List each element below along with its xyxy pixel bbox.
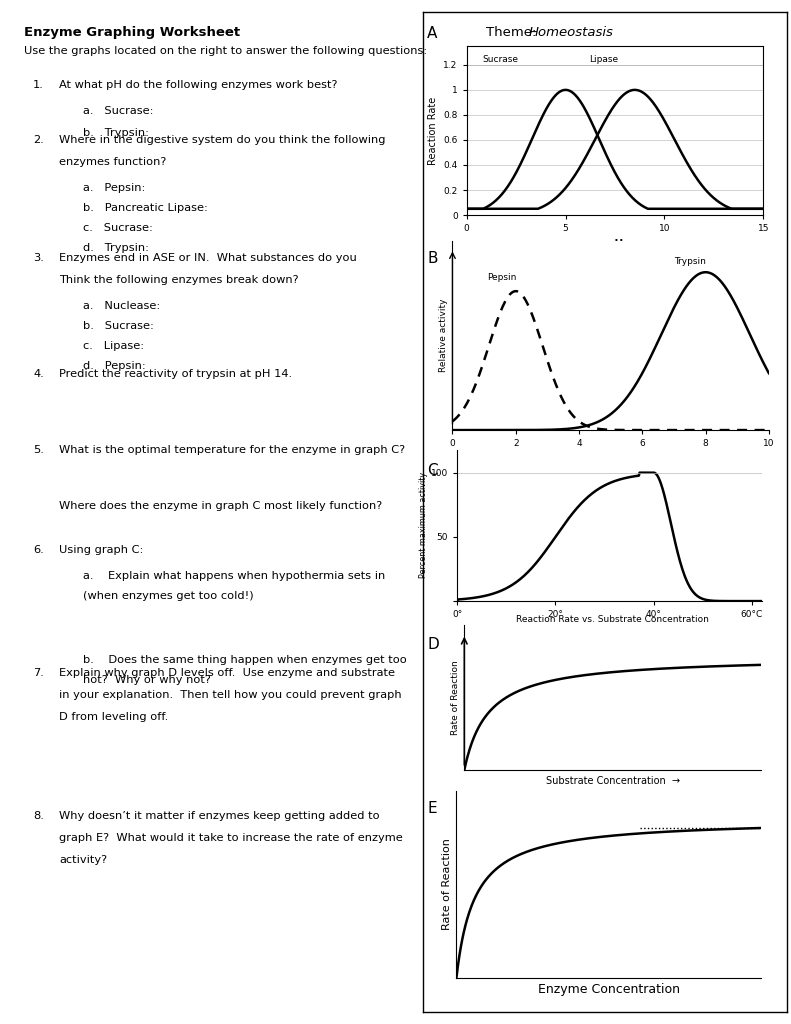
X-axis label: Substrate Concentration  →: Substrate Concentration →: [546, 775, 679, 785]
Text: E: E: [427, 801, 437, 816]
Text: c.   Sucrase:: c. Sucrase:: [83, 223, 153, 233]
Text: Sucrase: Sucrase: [483, 55, 519, 65]
Title: Reaction Rate vs. Substrate Concentration: Reaction Rate vs. Substrate Concentratio…: [517, 614, 709, 624]
Text: in your explanation.  Then tell how you could prevent graph: in your explanation. Then tell how you c…: [59, 689, 402, 699]
Text: What is the optimal temperature for the enzyme in graph C?: What is the optimal temperature for the …: [59, 445, 406, 456]
Text: B: B: [427, 251, 437, 266]
Text: enzymes function?: enzymes function?: [59, 157, 167, 167]
Text: 1.: 1.: [33, 80, 44, 90]
Text: Predict the reactivity of trypsin at pH 14.: Predict the reactivity of trypsin at pH …: [59, 369, 293, 379]
Text: 7.: 7.: [33, 668, 44, 678]
Text: Enzymes end in ASE or IN.  What substances do you: Enzymes end in ASE or IN. What substance…: [59, 253, 357, 263]
Text: c.   Lipase:: c. Lipase:: [83, 341, 144, 351]
X-axis label: Temperature: Temperature: [578, 625, 641, 635]
Text: activity?: activity?: [59, 855, 108, 865]
Text: a.   Pepsin:: a. Pepsin:: [83, 183, 146, 194]
Text: a.   Sucrase:: a. Sucrase:: [83, 105, 153, 116]
Text: At what pH do the following enzymes work best?: At what pH do the following enzymes work…: [59, 80, 338, 90]
Text: b.    Does the same thing happen when enzymes get too: b. Does the same thing happen when enzym…: [83, 654, 407, 665]
Text: 5.: 5.: [33, 445, 44, 456]
Text: Pepsin: Pepsin: [487, 273, 517, 282]
Text: 3.: 3.: [33, 253, 44, 263]
Text: Homeostasis: Homeostasis: [528, 26, 613, 39]
X-axis label: pH: pH: [604, 454, 618, 464]
Y-axis label: Reaction Rate: Reaction Rate: [428, 96, 437, 165]
Text: 8.: 8.: [33, 811, 44, 821]
Text: 2.: 2.: [33, 135, 44, 145]
Text: Where does the enzyme in graph C most likely function?: Where does the enzyme in graph C most li…: [59, 502, 383, 511]
Text: b.   Pancreatic Lipase:: b. Pancreatic Lipase:: [83, 203, 208, 213]
Text: Enzyme Graphing Worksheet: Enzyme Graphing Worksheet: [24, 26, 240, 39]
Y-axis label: Percent maximum activity: Percent maximum activity: [419, 472, 428, 579]
Text: C: C: [427, 463, 437, 478]
Text: Theme:: Theme:: [486, 26, 545, 39]
Text: Using graph C:: Using graph C:: [59, 545, 144, 555]
Text: b.   Sucrase:: b. Sucrase:: [83, 321, 154, 331]
Text: Why doesn’t it matter if enzymes keep getting added to: Why doesn’t it matter if enzymes keep ge…: [59, 811, 380, 821]
Text: Trypsin: Trypsin: [674, 257, 706, 266]
Text: 4.: 4.: [33, 369, 44, 379]
Text: Think the following enzymes break down?: Think the following enzymes break down?: [59, 274, 299, 285]
Text: 6.: 6.: [33, 545, 44, 555]
Text: d.   Pepsin:: d. Pepsin:: [83, 360, 146, 371]
Text: a.   Nuclease:: a. Nuclease:: [83, 301, 161, 311]
Y-axis label: Rate of Reaction: Rate of Reaction: [442, 839, 452, 930]
X-axis label: Enzyme Concentration: Enzyme Concentration: [538, 983, 679, 996]
Text: graph E?  What would it take to increase the rate of enzyme: graph E? What would it take to increase …: [59, 833, 403, 843]
Text: (when enzymes get too cold!): (when enzymes get too cold!): [83, 591, 254, 601]
Text: Use the graphs located on the right to answer the following questions:: Use the graphs located on the right to a…: [24, 46, 427, 56]
Text: a.    Explain what happens when hypothermia sets in: a. Explain what happens when hypothermia…: [83, 570, 385, 581]
Text: hot?  Why or why not?: hot? Why or why not?: [83, 675, 211, 685]
Text: D from leveling off.: D from leveling off.: [59, 712, 168, 722]
Text: Explain why graph D levels off.  Use enzyme and substrate: Explain why graph D levels off. Use enzy…: [59, 668, 396, 678]
Text: b.   Trypsin:: b. Trypsin:: [83, 128, 149, 138]
Text: Lipase: Lipase: [589, 55, 619, 65]
Text: Where in the digestive system do you think the following: Where in the digestive system do you thi…: [59, 135, 386, 145]
Text: D: D: [427, 637, 439, 652]
Y-axis label: Relative activity: Relative activity: [439, 299, 448, 372]
Text: d.   Trypsin:: d. Trypsin:: [83, 243, 149, 253]
Text: A: A: [427, 26, 437, 41]
X-axis label: pH: pH: [607, 239, 623, 249]
Y-axis label: Rate of Reaction: Rate of Reaction: [451, 660, 460, 734]
